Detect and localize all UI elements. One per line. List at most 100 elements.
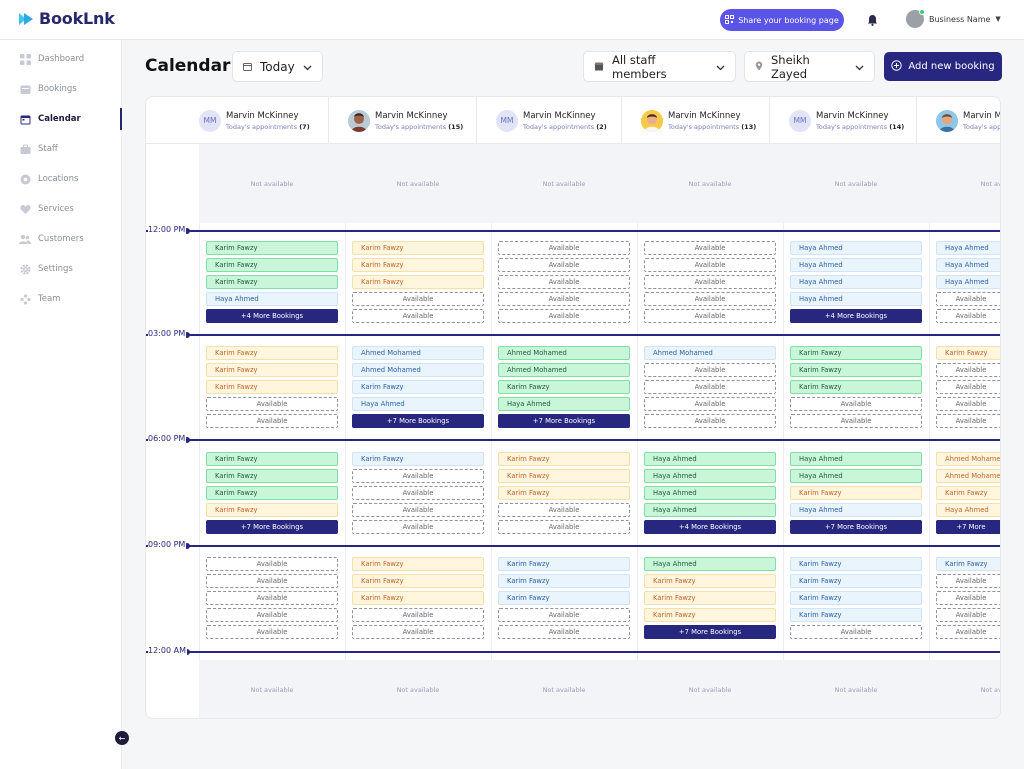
booking-slot[interactable]: Karim Fawzy — [644, 591, 776, 605]
available-slot[interactable]: Available — [936, 363, 1000, 377]
available-slot[interactable]: Available — [498, 520, 630, 534]
sidebar-item-staff[interactable]: Staff — [0, 138, 122, 160]
staff-column-header[interactable]: MM Marvin McKinney Today's appointments (1… — [769, 97, 916, 144]
staff-column-header[interactable]: Marvin McToday's app — [916, 97, 1000, 144]
available-slot[interactable]: Available — [936, 380, 1000, 394]
sidebar-item-customers[interactable]: Customers — [0, 228, 122, 250]
booking-slot[interactable]: Karim Fawzy — [352, 380, 484, 394]
booking-slot[interactable]: Haya Ahmed — [936, 503, 1000, 517]
booking-slot[interactable]: Haya Ahmed — [644, 557, 776, 571]
booking-slot[interactable]: Karim Fawzy — [352, 591, 484, 605]
sidebar-item-dashboard[interactable]: Dashboard — [0, 48, 122, 70]
booking-slot[interactable]: Karim Fawzy — [498, 469, 630, 483]
booking-slot[interactable]: Haya Ahmed — [644, 486, 776, 500]
more-bookings-button[interactable]: +7 More Bookings — [206, 520, 338, 534]
booking-slot[interactable]: Karim Fawzy — [498, 591, 630, 605]
available-slot[interactable]: Available — [644, 309, 776, 323]
available-slot[interactable]: Available — [352, 469, 484, 483]
booking-slot[interactable]: Karim Fawzy — [352, 275, 484, 289]
booking-slot[interactable]: Haya Ahmed — [936, 241, 1000, 255]
available-slot[interactable]: Available — [936, 591, 1000, 605]
available-slot[interactable]: Available — [936, 625, 1000, 639]
location-filter-dropdown[interactable]: Sheikh Zayed — [744, 51, 875, 82]
available-slot[interactable]: Available — [352, 503, 484, 517]
more-bookings-button[interactable]: +7 More Bookings — [352, 414, 484, 428]
booking-slot[interactable]: Karim Fawzy — [498, 486, 630, 500]
available-slot[interactable]: Available — [790, 414, 922, 428]
booking-slot[interactable]: Karim Fawzy — [206, 380, 338, 394]
booking-slot[interactable]: Haya Ahmed — [206, 292, 338, 306]
booking-slot[interactable]: Karim Fawzy — [644, 608, 776, 622]
available-slot[interactable]: Available — [644, 363, 776, 377]
booking-slot[interactable]: Karim Fawzy — [936, 557, 1000, 571]
booking-slot[interactable]: Haya Ahmed — [790, 275, 922, 289]
booking-slot[interactable]: Karim Fawzy — [790, 557, 922, 571]
available-slot[interactable]: Available — [790, 397, 922, 411]
sidebar-item-bookings[interactable]: Bookings — [0, 78, 122, 100]
booking-slot[interactable]: Ahmed Mohamed — [936, 452, 1000, 466]
available-slot[interactable]: Available — [206, 625, 338, 639]
more-bookings-button[interactable]: +4 More Bookings — [206, 309, 338, 323]
booking-slot[interactable]: Haya Ahmed — [790, 292, 922, 306]
booking-slot[interactable]: Haya Ahmed — [790, 469, 922, 483]
booking-slot[interactable]: Karim Fawzy — [206, 503, 338, 517]
more-bookings-button[interactable]: +7 More Bookings — [790, 520, 922, 534]
staff-filter-dropdown[interactable]: All staff members — [583, 51, 736, 82]
booking-slot[interactable]: Haya Ahmed — [644, 503, 776, 517]
booking-slot[interactable]: Haya Ahmed — [644, 452, 776, 466]
booking-slot[interactable]: Karim Fawzy — [644, 574, 776, 588]
add-new-booking-button[interactable]: Add new booking — [884, 52, 1002, 81]
booking-slot[interactable]: Karim Fawzy — [936, 486, 1000, 500]
booking-slot[interactable]: Karim Fawzy — [790, 486, 922, 500]
available-slot[interactable]: Available — [644, 292, 776, 306]
available-slot[interactable]: Available — [644, 241, 776, 255]
booking-slot[interactable]: Karim Fawzy — [206, 241, 338, 255]
more-bookings-button[interactable]: +4 More Bookings — [790, 309, 922, 323]
more-bookings-button[interactable]: +7 More Bookings — [644, 625, 776, 639]
booking-slot[interactable]: Haya Ahmed — [352, 397, 484, 411]
available-slot[interactable]: Available — [498, 241, 630, 255]
booking-slot[interactable]: Haya Ahmed — [790, 258, 922, 272]
available-slot[interactable]: Available — [206, 397, 338, 411]
booking-slot[interactable]: Ahmed Mohamed — [644, 346, 776, 360]
available-slot[interactable]: Available — [644, 397, 776, 411]
available-slot[interactable]: Available — [498, 608, 630, 622]
available-slot[interactable]: Available — [644, 380, 776, 394]
staff-column-header[interactable]: Marvin McKinney Today's appointments (15) — [328, 97, 476, 144]
available-slot[interactable]: Available — [644, 275, 776, 289]
notifications-button[interactable] — [860, 9, 884, 31]
booking-slot[interactable]: Karim Fawzy — [206, 363, 338, 377]
available-slot[interactable]: Available — [498, 275, 630, 289]
available-slot[interactable]: Available — [352, 292, 484, 306]
available-slot[interactable]: Available — [498, 292, 630, 306]
booking-slot[interactable]: Karim Fawzy — [790, 363, 922, 377]
booking-slot[interactable]: Haya Ahmed — [790, 503, 922, 517]
more-bookings-button[interactable]: +7 More Bookings — [498, 414, 630, 428]
booking-slot[interactable]: Ahmed Mohamed — [936, 469, 1000, 483]
sidebar-item-settings[interactable]: Settings — [0, 258, 122, 280]
available-slot[interactable]: Available — [936, 574, 1000, 588]
booking-slot[interactable]: Haya Ahmed — [936, 275, 1000, 289]
booking-slot[interactable]: Karim Fawzy — [206, 469, 338, 483]
available-slot[interactable]: Available — [352, 625, 484, 639]
booking-slot[interactable]: Karim Fawzy — [498, 452, 630, 466]
date-filter-dropdown[interactable]: Today — [232, 51, 323, 82]
booking-slot[interactable]: Karim Fawzy — [936, 346, 1000, 360]
booking-slot[interactable]: Karim Fawzy — [790, 380, 922, 394]
booking-slot[interactable]: Karim Fawzy — [498, 574, 630, 588]
booking-slot[interactable]: Karim Fawzy — [790, 608, 922, 622]
sidebar-item-services[interactable]: Services — [0, 198, 122, 220]
booking-slot[interactable]: Haya Ahmed — [644, 469, 776, 483]
available-slot[interactable]: Available — [644, 258, 776, 272]
booking-slot[interactable]: Karim Fawzy — [352, 452, 484, 466]
booking-slot[interactable]: Haya Ahmed — [936, 258, 1000, 272]
booking-slot[interactable]: Karim Fawzy — [206, 346, 338, 360]
booking-slot[interactable]: Karim Fawzy — [790, 591, 922, 605]
booking-slot[interactable]: Karim Fawzy — [352, 557, 484, 571]
share-booking-page-button[interactable]: Share your booking page — [720, 9, 844, 31]
booking-slot[interactable]: Ahmed Mohamed — [352, 346, 484, 360]
staff-column-header[interactable]: MM Marvin McKinney Today's appointments (2… — [476, 97, 621, 144]
available-slot[interactable]: Available — [206, 574, 338, 588]
available-slot[interactable]: Available — [498, 503, 630, 517]
collapse-sidebar-button[interactable]: ← — [115, 731, 129, 745]
